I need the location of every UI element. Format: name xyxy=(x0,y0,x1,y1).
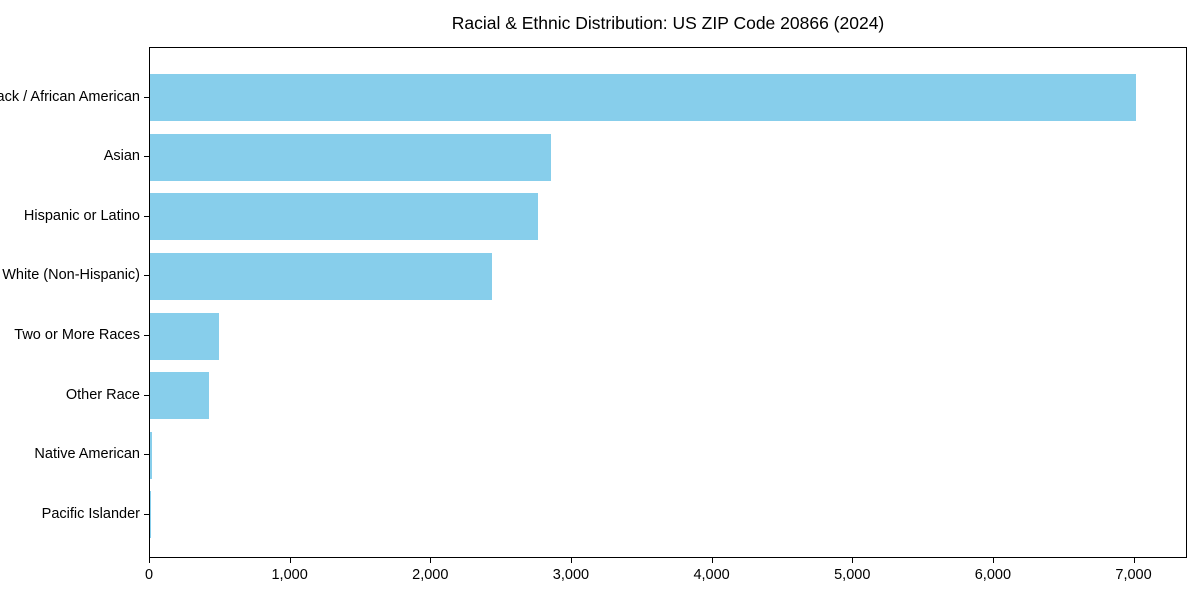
bar-other-race xyxy=(150,372,210,420)
bar-black-african-american xyxy=(150,74,1136,121)
x-axis-label-0: 0 xyxy=(144,567,154,583)
x-axis-label-2000: 2,000 xyxy=(412,567,449,583)
x-tick-mark xyxy=(992,558,994,563)
x-tick-mark xyxy=(430,558,432,563)
x-tick-mark xyxy=(711,558,713,563)
y-tick-mark xyxy=(144,156,149,158)
bar-white-non-hispanic xyxy=(150,252,493,300)
x-axis-label-1000: 1,000 xyxy=(271,567,308,583)
x-axis-label-4000: 4,000 xyxy=(693,567,730,583)
x-axis-label-5000: 5,000 xyxy=(834,567,871,583)
y-axis-label-other-race: Other Race xyxy=(65,386,140,403)
bar-pacific-islander xyxy=(150,491,152,539)
bar-native-american xyxy=(150,431,153,479)
y-axis-label-native-american: Native American xyxy=(34,446,140,463)
y-axis-label-black-african-american: Black / African American xyxy=(0,88,140,105)
x-axis-label-7000: 7,000 xyxy=(1115,567,1152,583)
y-tick-mark xyxy=(144,335,149,337)
x-tick-mark xyxy=(289,558,291,563)
x-tick-mark xyxy=(570,558,572,563)
x-tick-mark xyxy=(1133,558,1135,563)
plot-area xyxy=(149,47,1187,558)
y-axis-label-asian: Asian xyxy=(103,148,140,165)
y-tick-mark xyxy=(144,215,149,217)
bar-asian xyxy=(150,133,551,181)
y-axis-label-white-non-hispanic: White (Non-Hispanic) xyxy=(2,267,140,284)
y-axis-label-pacific-islander: Pacific Islander xyxy=(41,505,140,522)
y-axis-label-hispanic-or-latino: Hispanic or Latino xyxy=(23,207,140,224)
y-tick-mark xyxy=(144,454,149,456)
y-tick-mark xyxy=(144,96,149,98)
x-tick-mark xyxy=(149,558,150,563)
chart-title: Racial & Ethnic Distribution: US ZIP Cod… xyxy=(451,13,885,33)
y-tick-mark xyxy=(144,513,149,515)
bar-hispanic-or-latino xyxy=(150,193,539,241)
y-tick-mark xyxy=(144,275,149,277)
bar-two-or-more-races xyxy=(150,312,219,360)
x-tick-mark xyxy=(852,558,854,563)
x-axis-label-6000: 6,000 xyxy=(974,567,1012,583)
y-tick-mark xyxy=(144,394,149,396)
y-axis-label-two-or-more-races: Two or More Races xyxy=(14,327,140,344)
x-axis-label-3000: 3,000 xyxy=(552,567,590,583)
